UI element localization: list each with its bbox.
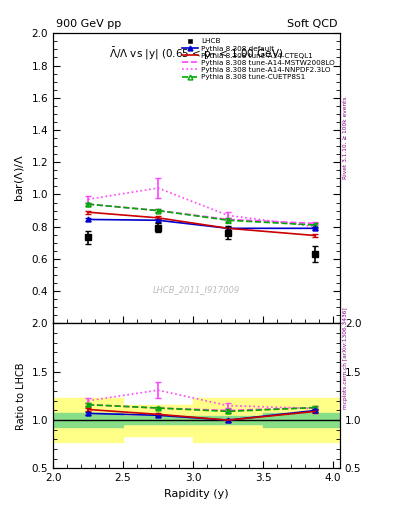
Text: LHCB_2011_I917009: LHCB_2011_I917009 xyxy=(153,285,240,294)
X-axis label: Rapidity (y): Rapidity (y) xyxy=(164,489,229,499)
Legend: LHCB, Pythia 8.308 default, Pythia 8.308 tune-A14-CTEQL1, Pythia 8.308 tune-A14-: LHCB, Pythia 8.308 default, Pythia 8.308… xyxy=(181,37,336,81)
Text: mcplots.cern.ch [arXiv:1306.3436]: mcplots.cern.ch [arXiv:1306.3436] xyxy=(343,308,348,409)
Text: Rivet 3.1.10, ≥ 100k events: Rivet 3.1.10, ≥ 100k events xyxy=(343,97,348,180)
Text: 900 GeV pp: 900 GeV pp xyxy=(56,19,121,29)
Y-axis label: Ratio to LHCB: Ratio to LHCB xyxy=(16,362,26,430)
Y-axis label: bar($\Lambda$)/$\Lambda$: bar($\Lambda$)/$\Lambda$ xyxy=(13,154,26,202)
Text: Soft QCD: Soft QCD xyxy=(286,19,337,29)
Text: $\bar{\Lambda}/\Lambda$ vs |y| (0.65 < p$_\mathrm{T}$ < 1.00 GeV): $\bar{\Lambda}/\Lambda$ vs |y| (0.65 < p… xyxy=(109,47,284,62)
